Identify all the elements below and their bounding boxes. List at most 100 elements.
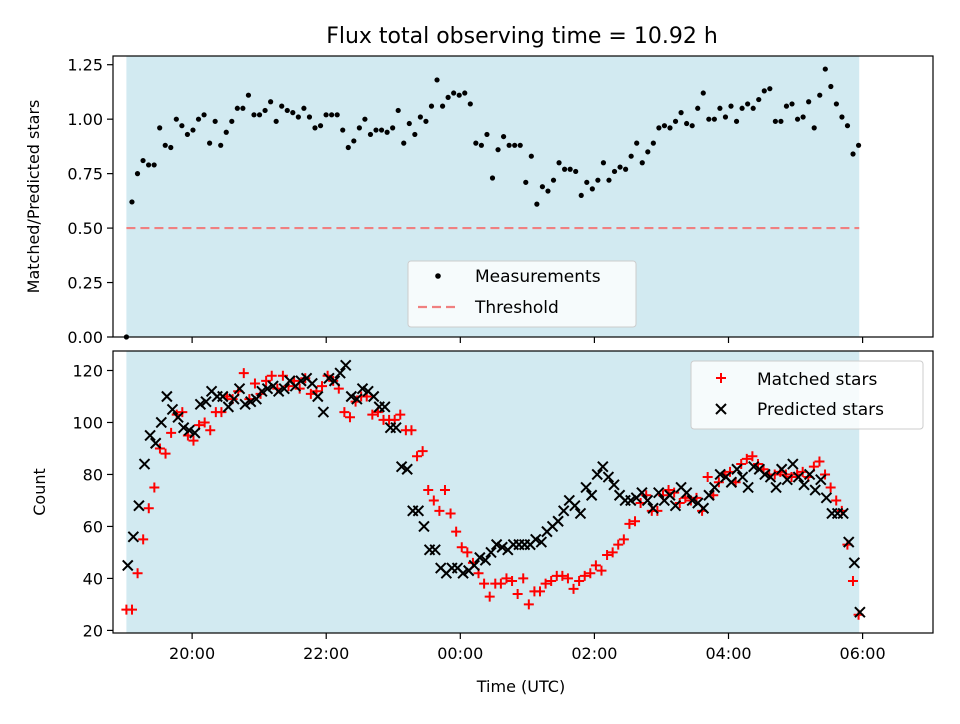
- top-panel: 0.00 0.25 0.50 0.75 1.00 1.25 Matched/Predicte…: [24, 55, 934, 347]
- data-point: [207, 140, 213, 146]
- y-tick-label: 0.00: [67, 328, 103, 347]
- data-point: [373, 127, 379, 133]
- data-point: [814, 456, 825, 467]
- data-point: [540, 578, 551, 589]
- data-point: [748, 460, 760, 473]
- data-point: [794, 116, 801, 122]
- data-point: [562, 573, 573, 584]
- data-point: [639, 160, 645, 166]
- data-point: [717, 105, 723, 111]
- data-point: [769, 469, 780, 480]
- data-point: [602, 550, 613, 561]
- data-point: [140, 157, 146, 164]
- data-point: [703, 489, 715, 501]
- data-point: [602, 471, 615, 483]
- data-point: [129, 199, 135, 205]
- data-point: [418, 520, 430, 533]
- data-point: [229, 118, 235, 124]
- data-point: [535, 586, 545, 597]
- data-point: [674, 498, 685, 509]
- y-tick-label: 1.00: [67, 110, 103, 129]
- y-tick-label: 80: [83, 465, 103, 484]
- data-point: [625, 494, 637, 507]
- data-point: [579, 570, 590, 581]
- data-point: [714, 468, 726, 481]
- bottom-panel: 20 40 60 80 100 120 20:00 22:00 00:00 02:00 04:00 0…: [30, 350, 934, 696]
- data-point: [484, 131, 490, 138]
- data-point: [384, 129, 390, 135]
- data-point: [166, 427, 177, 438]
- data-point: [708, 481, 721, 494]
- data-point: [653, 486, 665, 499]
- data-point: [434, 77, 440, 83]
- data-point: [395, 107, 401, 114]
- data-point: [506, 142, 512, 148]
- data-point: [317, 381, 328, 392]
- data-point: [595, 177, 601, 183]
- data-point: [686, 494, 698, 507]
- data-point: [736, 471, 749, 483]
- data-point: [434, 505, 445, 516]
- data-point: [485, 546, 497, 559]
- y-tick-label: 0.75: [67, 165, 103, 184]
- data-point: [667, 125, 673, 131]
- data-point: [294, 383, 305, 394]
- data-point: [132, 568, 143, 579]
- data-point: [767, 86, 773, 92]
- data-point: [550, 177, 557, 183]
- data-point: [378, 127, 385, 133]
- data-point: [329, 112, 335, 118]
- data-point: [200, 395, 212, 408]
- data-point: [328, 375, 341, 387]
- data-point: [456, 92, 462, 98]
- data-point: [345, 390, 358, 403]
- data-point: [217, 390, 229, 403]
- data-point: [764, 471, 777, 483]
- data-point: [733, 118, 740, 124]
- data-point: [284, 107, 290, 114]
- y-tick-label: 120: [72, 361, 103, 380]
- data-point: [539, 184, 546, 190]
- data-point: [664, 489, 676, 501]
- data-point: [151, 162, 157, 168]
- data-point: [144, 429, 156, 442]
- data-point: [811, 125, 817, 131]
- data-point: [249, 378, 260, 389]
- data-point: [345, 144, 351, 151]
- data-point: [478, 142, 484, 148]
- data-point: [530, 533, 542, 546]
- data-point: [556, 160, 562, 166]
- data-point: [634, 140, 640, 146]
- data-point: [641, 494, 654, 507]
- data-point: [223, 129, 229, 135]
- x-axis-label: Time (UTC): [476, 677, 565, 696]
- data-point: [412, 505, 425, 517]
- data-point: [245, 92, 252, 98]
- data-point: [574, 576, 585, 587]
- data-point: [831, 495, 842, 506]
- data-point: [251, 112, 257, 118]
- data-point: [205, 425, 216, 436]
- legend: Matched stars Predicted stars: [690, 360, 924, 430]
- data-point: [261, 382, 274, 395]
- legend-marker-matched: [716, 373, 726, 383]
- data-point: [848, 557, 861, 569]
- y-tick-label: 0.25: [67, 274, 103, 293]
- y-tick-label: 100: [72, 413, 103, 432]
- data-point: [747, 451, 758, 462]
- x-tick-label: 04:00: [705, 644, 751, 663]
- figure-title: Flux total observing time = 10.92 h: [326, 24, 718, 49]
- data-point: [495, 578, 506, 589]
- data-point: [356, 125, 362, 131]
- data-point: [815, 473, 827, 486]
- data-point: [233, 382, 246, 395]
- data-point: [306, 114, 313, 120]
- data-point: [809, 484, 821, 496]
- data-point: [518, 573, 529, 584]
- data-point: [669, 499, 682, 512]
- data-point: [295, 114, 301, 120]
- data-point: [134, 171, 141, 177]
- data-point: [250, 393, 263, 405]
- data-point: [157, 125, 163, 131]
